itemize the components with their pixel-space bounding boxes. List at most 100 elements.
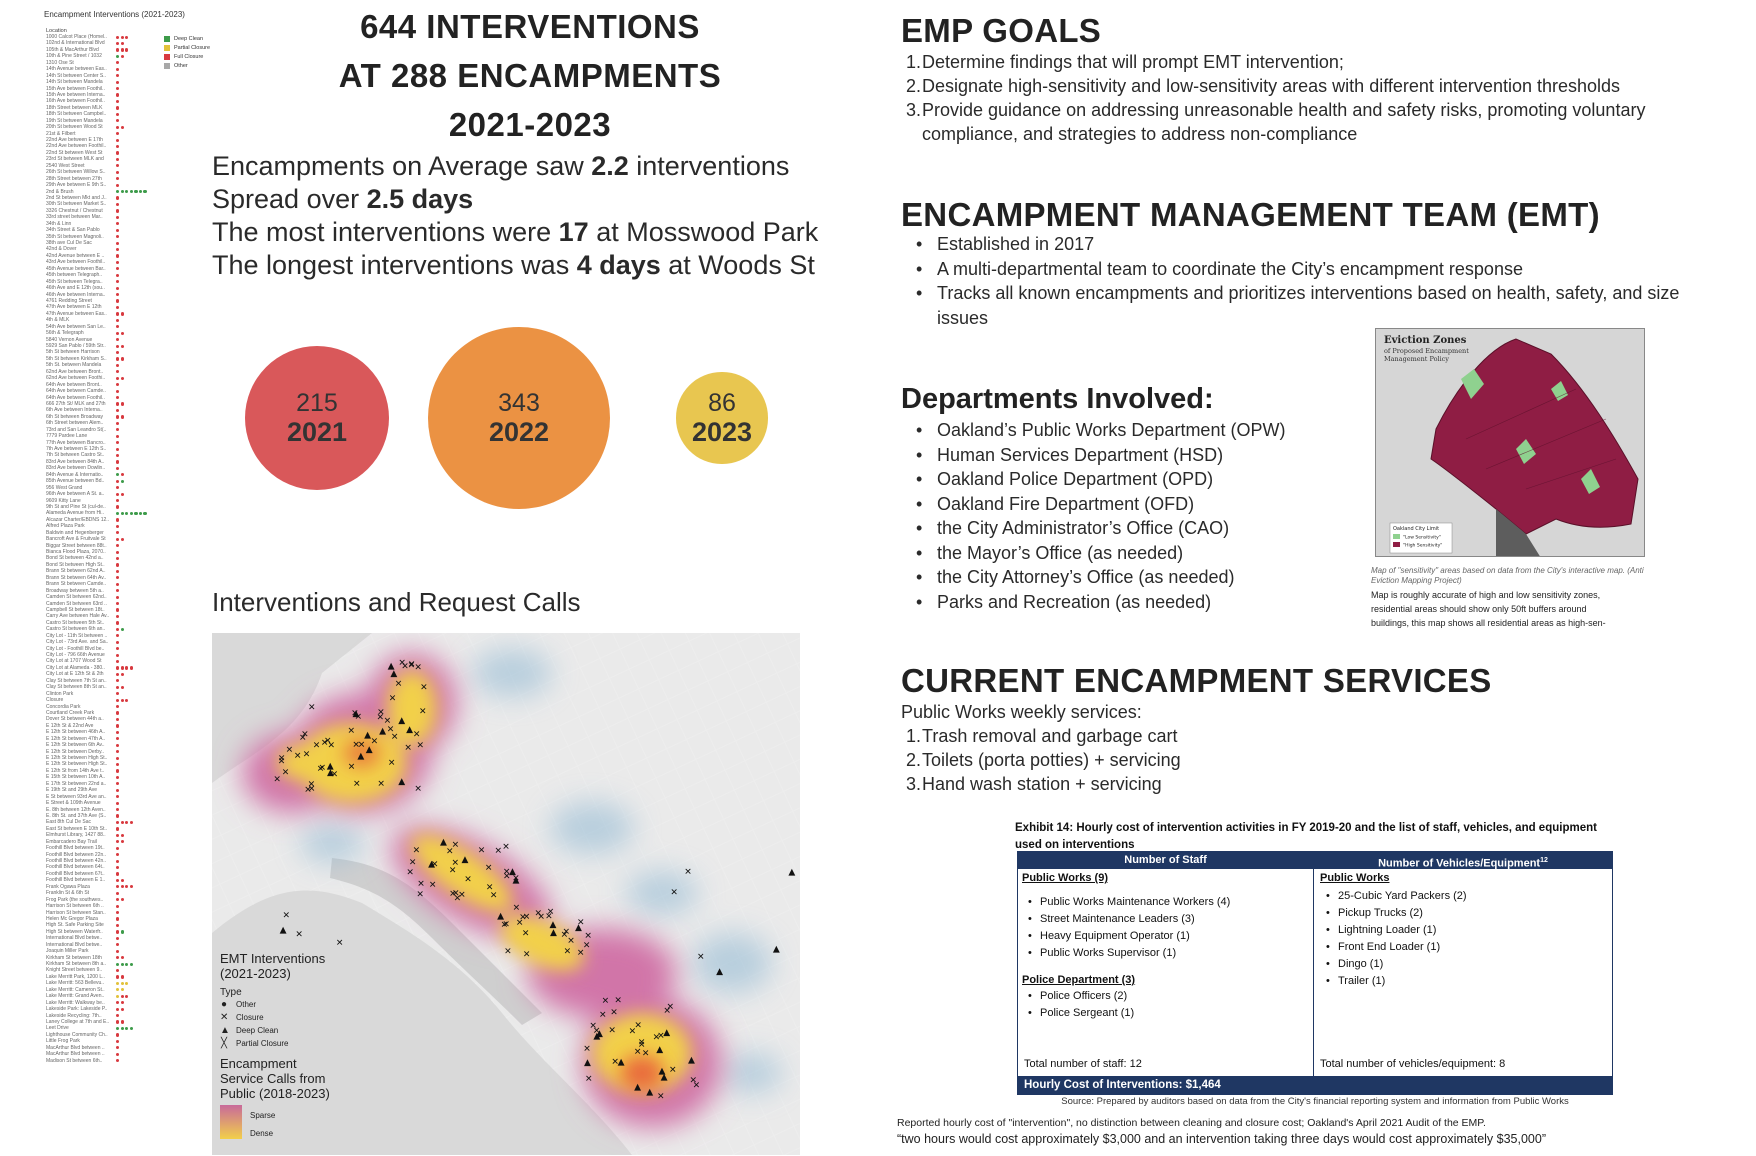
list-row: Foothill Blvd between 67t.. <box>44 871 254 877</box>
intervention-dot <box>116 370 120 374</box>
intervention-dot <box>116 363 120 367</box>
intervention-marker: ✕ <box>417 880 425 890</box>
list-row-location: 6th St between Broadway <box>46 413 103 420</box>
list-row: E. 8th St. and 37th Ave (S.. <box>44 813 254 819</box>
intervention-dot <box>116 685 120 689</box>
exhibit-title: Exhibit 14: Hourly cost of intervention … <box>1015 822 1597 851</box>
list-row: 45th St between Telegra.. <box>44 279 254 285</box>
list-row: 47th Avenue between Eas.. <box>44 311 254 317</box>
list-row: MacArthur Blvd between .. <box>44 1045 254 1051</box>
intervention-dot <box>116 621 120 625</box>
intervention-marker: ✕ <box>295 930 303 940</box>
intervention-dot <box>116 119 120 123</box>
list-row: MacArthur Blvd between .. <box>44 1051 254 1057</box>
list-row-location: 19th St between Mandela <box>46 117 103 124</box>
list-row-location: 33rd street between Mar.. <box>46 214 103 221</box>
list-row: Elmhurst Library, 1427 88.. <box>44 832 254 838</box>
list-row: 42nd & Dover <box>44 246 254 252</box>
list-row-location: E. 8th St. and 37th Ave (S.. <box>46 812 107 819</box>
legend-other: Other <box>164 61 210 70</box>
intervention-dot <box>116 499 120 503</box>
intervention-dot <box>116 389 120 393</box>
list-row-dots <box>116 473 124 477</box>
intervention-marker: ✕ <box>449 890 457 900</box>
list-row-dots <box>116 1052 120 1057</box>
intervention-dot <box>120 820 124 825</box>
list-row-dots <box>116 614 120 619</box>
list-row-dots <box>116 370 120 374</box>
intervention-marker: ✕ <box>446 847 454 857</box>
list-row: Castro St between 5th St.. <box>44 620 254 626</box>
list-row-location: 105th & MacArthur Blvd <box>46 46 99 53</box>
list-row-dots <box>116 305 120 310</box>
intervention-dot <box>125 885 129 889</box>
list-row-dots <box>116 717 120 722</box>
intervention-dot <box>116 949 120 953</box>
intervention-marker: ✕ <box>653 1033 661 1043</box>
intervention-dot <box>116 956 120 960</box>
list-row-location: Concordia Park <box>46 703 81 710</box>
list-row-dots <box>116 724 120 728</box>
intervention-dot <box>116 209 120 213</box>
list-row-dots <box>116 389 120 394</box>
list-row-location: 43rd Ave between Foothil.. <box>46 259 106 266</box>
list-row-location: 7779 Pardee Lane <box>46 433 88 440</box>
intervention-dot <box>116 344 120 348</box>
intervention-dot <box>116 524 120 528</box>
intervention-dot <box>116 775 120 779</box>
list-row-location: 42nd & Dover <box>46 246 77 253</box>
intervention-marker: ✕ <box>690 1076 698 1086</box>
list-row: E 12th St & 22nd Ave <box>44 723 254 729</box>
intervention-marker: ✕ <box>564 947 572 957</box>
intervention-dot <box>116 640 120 644</box>
list-row-location: 102nd & International Blvd <box>46 40 105 47</box>
intervention-marker: ✕ <box>535 909 543 919</box>
intervention-dot <box>116 350 120 355</box>
bubble-year: 2021 <box>286 416 348 447</box>
list-row-dots <box>116 383 120 387</box>
list-item: Police Officers (2) <box>1022 988 1310 1005</box>
intervention-dot <box>120 492 124 496</box>
list-row: E 12th St between High St.. <box>44 755 254 761</box>
intervention-dot <box>116 466 120 470</box>
list-row: Baldwin and Hegenberger <box>44 530 254 536</box>
list-row-location: 4761 Redding Street <box>46 297 92 304</box>
intervention-marker: ✕ <box>388 759 396 769</box>
list-row-location: 5th St. between Mandela <box>46 362 102 369</box>
list-row: 43rd Ave between Foothil.. <box>44 259 254 265</box>
intervention-dot <box>116 994 120 998</box>
list-row-dots <box>116 653 120 658</box>
list-row: Alameda Avenue from Hi.. <box>44 510 254 516</box>
intervention-dot <box>143 511 147 516</box>
departments-title: Departments Involved: <box>901 383 1214 415</box>
list-row: Lake Merritt: Walkway be.. <box>44 1000 254 1006</box>
list-row-location: East St between E 10th St.. <box>46 825 108 832</box>
intervention-marker: ✕ <box>377 779 385 789</box>
intervention-dot <box>116 260 120 264</box>
list-row-location: 10th & Pine Street / 1032 <box>46 53 102 60</box>
map-legend-deep-clean: ▲ Deep Clean <box>220 1025 279 1036</box>
intervention-marker: ✕ <box>657 1032 665 1042</box>
list-item: Trailer (1) <box>1320 973 1608 990</box>
list-row-location: Biggar Street between 88t.. <box>46 542 107 549</box>
list-row: Clay St between 8th St an.. <box>44 684 254 690</box>
list-row-location: E 15th St between 10th A.. <box>46 774 106 781</box>
list-row-dots <box>116 692 120 696</box>
intervention-dot <box>116 898 120 902</box>
list-row-dots <box>116 247 120 252</box>
col-header-staff: Number of Staff <box>1018 852 1313 869</box>
list-row-location: 45th St between Telegra.. <box>46 278 103 285</box>
intervention-marker: ✕ <box>657 1092 665 1102</box>
intervention-marker: ▲ <box>593 1031 600 1041</box>
list-row-location: 9609 Kitty Lane <box>46 497 81 504</box>
list-row-location: 1000 Calcot Place (Homel.. <box>46 34 107 40</box>
list-row-location: City Lot at E 12th St & 2th <box>46 671 104 678</box>
list-row-dots <box>116 808 120 812</box>
map-legend-partial-closure: ╳ Partial Closure <box>220 1038 289 1049</box>
calls-legend-title-3: Public (2018-2023) <box>220 1086 330 1101</box>
intervention-marker: ✕ <box>454 894 462 904</box>
list-row-dots <box>116 711 120 715</box>
intervention-dot <box>116 968 120 973</box>
list-row-location: Laney College at 7th and E.. <box>46 1018 110 1025</box>
intervention-dot <box>116 1046 120 1050</box>
